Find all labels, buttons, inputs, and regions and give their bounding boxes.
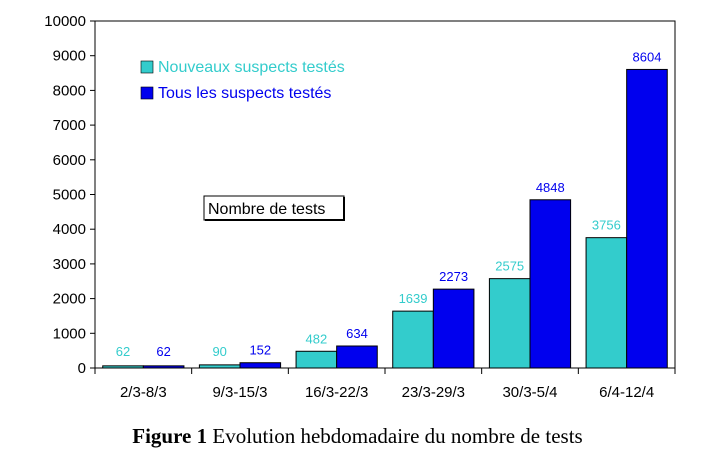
y-tick-label: 6000	[53, 152, 86, 169]
y-tick-label: 3000	[53, 256, 86, 273]
chart-data-labels: 62 90 482 1639 2575 3756 62 152 634 2273 4848 8604	[116, 49, 662, 359]
x-tick-label: 16/3-22/3	[305, 384, 368, 401]
y-tick-label: 8000	[53, 82, 86, 99]
x-tick-label: 9/3-15/3	[212, 384, 267, 401]
data-label: 4848	[536, 180, 565, 195]
y-tick-label: 10000	[44, 13, 86, 30]
annotation-text: Nombre de tests	[208, 201, 325, 218]
data-label: 90	[212, 344, 226, 359]
y-tick-label: 4000	[53, 221, 86, 238]
y-tick-label: 7000	[53, 117, 86, 134]
bar	[142, 365, 185, 369]
legend-label-new: Nouveaux suspects testés	[158, 59, 345, 76]
bar	[432, 288, 475, 369]
y-tick-label: 5000	[53, 187, 86, 204]
bar	[102, 365, 144, 369]
legend-swatch-all	[140, 86, 154, 100]
data-label: 482	[306, 331, 328, 346]
y-tick-label: 1000	[53, 325, 86, 342]
figure-caption: Figure 1 Evolution hebdomadaire du nombr…	[0, 424, 715, 449]
data-label: 8604	[633, 49, 662, 64]
legend-label-all: Tous les suspects testés	[158, 85, 331, 102]
data-label: 62	[116, 344, 130, 359]
data-label: 62	[156, 344, 170, 359]
x-tick-label: 23/3-29/3	[402, 384, 465, 401]
x-tick-label: 30/3-5/4	[502, 384, 557, 401]
x-tick-label: 2/3-8/3	[120, 384, 167, 401]
bar	[198, 364, 241, 369]
data-label: 2273	[439, 269, 468, 284]
y-tick-label: 2000	[53, 291, 86, 308]
chart-axes: 0 1000 2000 3000 4000 5000 6000 7000 8000 9000 100…	[44, 13, 676, 401]
chart-bars	[102, 68, 668, 369]
bar	[392, 310, 434, 369]
y-tick-label: 9000	[53, 48, 86, 65]
data-label: 3756	[592, 218, 621, 233]
bar	[488, 278, 531, 369]
bar	[626, 68, 668, 369]
bar	[295, 350, 338, 369]
legend-swatch-new	[140, 60, 154, 74]
y-tick-label: 0	[78, 360, 86, 377]
bar	[239, 362, 282, 369]
bar	[529, 199, 572, 369]
caption-text: Evolution hebdomadaire du nombre de test…	[212, 424, 583, 448]
bar	[585, 237, 628, 369]
caption-label: Figure 1	[132, 424, 208, 448]
chart-legend: Nouveaux suspects testés Tous les suspec…	[140, 59, 345, 102]
bar	[336, 345, 378, 369]
annotation-box: Nombre de tests	[203, 195, 345, 221]
data-label: 1639	[399, 291, 428, 306]
data-label: 2575	[495, 259, 524, 274]
data-label: 152	[249, 343, 271, 358]
data-label: 634	[346, 326, 368, 341]
x-tick-label: 6/4-12/4	[599, 384, 654, 401]
